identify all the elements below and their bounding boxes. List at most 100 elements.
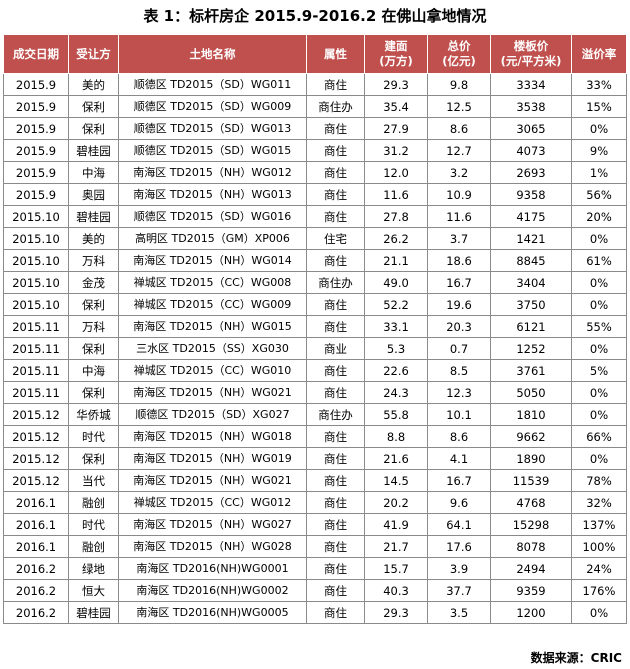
- buyer-cell: 碧桂园: [68, 601, 119, 624]
- table-row: 2015.10 万科 南海区 TD2015（NH）WG014 商住 21.1 18.6 88…: [3, 249, 627, 272]
- parcel-cell: 南海区 TD2015（NH）WG013: [118, 183, 307, 206]
- floor-price-cell: 2494: [490, 557, 572, 580]
- parcel-cell: 禅城区 TD2015（CC）WG008: [118, 271, 307, 294]
- parcel-cell: 顺德区 TD2015（SD）WG016: [118, 205, 307, 228]
- floor-price-cell: 1252: [490, 337, 572, 360]
- premium-cell: 0%: [571, 381, 627, 404]
- price-cell: 3.7: [427, 227, 491, 250]
- header-cell: 建面 (万方): [364, 34, 428, 74]
- area-cell: 49.0: [364, 271, 428, 294]
- floor-price-cell: 8845: [490, 249, 572, 272]
- area-cell: 21.1: [364, 249, 428, 272]
- date-cell: 2015.9: [3, 161, 69, 184]
- area-cell: 20.2: [364, 491, 428, 514]
- floor-price-cell: 9662: [490, 425, 572, 448]
- price-cell: 4.1: [427, 447, 491, 470]
- premium-cell: 0%: [571, 403, 627, 426]
- use-cell: 商住: [306, 249, 365, 272]
- price-cell: 8.6: [427, 425, 491, 448]
- table-row: 2015.9 美的 顺德区 TD2015（SD）WG011 商住 29.3 9.8 3334…: [3, 73, 627, 96]
- parcel-cell: 南海区 TD2015（NH）WG021: [118, 381, 307, 404]
- table-row: 2015.11 中海 禅城区 TD2015（CC）WG010 商住 22.6 8.5 376…: [3, 359, 627, 382]
- date-cell: 2015.10: [3, 271, 69, 294]
- buyer-cell: 保利: [68, 447, 119, 470]
- area-cell: 27.9: [364, 117, 428, 140]
- price-cell: 0.7: [427, 337, 491, 360]
- use-cell: 商住: [306, 315, 365, 338]
- use-cell: 住宅: [306, 227, 365, 250]
- date-cell: 2015.9: [3, 95, 69, 118]
- premium-cell: 9%: [571, 139, 627, 162]
- area-cell: 14.5: [364, 469, 428, 492]
- header-cell: 土地名称: [118, 34, 307, 74]
- premium-cell: 78%: [571, 469, 627, 492]
- parcel-cell: 禅城区 TD2015（CC）WG009: [118, 293, 307, 316]
- area-cell: 52.2: [364, 293, 428, 316]
- price-cell: 3.2: [427, 161, 491, 184]
- parcel-cell: 南海区 TD2015（NH）WG012: [118, 161, 307, 184]
- buyer-cell: 恒大: [68, 579, 119, 602]
- use-cell: 商住: [306, 579, 365, 602]
- header-cell: 总价 (亿元): [427, 34, 491, 74]
- table-row: 2015.9 中海 南海区 TD2015（NH）WG012 商住 12.0 3.2 2693…: [3, 161, 627, 184]
- buyer-cell: 保利: [68, 381, 119, 404]
- use-cell: 商住: [306, 183, 365, 206]
- table-row: 2015.11 保利 南海区 TD2015（NH）WG021 商住 24.3 12.3 50…: [3, 381, 627, 404]
- premium-cell: 0%: [571, 117, 627, 140]
- premium-cell: 0%: [571, 227, 627, 250]
- use-cell: 商住: [306, 161, 365, 184]
- parcel-cell: 南海区 TD2015（NH）WG021: [118, 469, 307, 492]
- date-cell: 2015.9: [3, 183, 69, 206]
- area-cell: 24.3: [364, 381, 428, 404]
- parcel-cell: 南海区 TD2016(NH)WG0002: [118, 579, 307, 602]
- floor-price-cell: 9358: [490, 183, 572, 206]
- premium-cell: 32%: [571, 491, 627, 514]
- table-row: 2015.12 当代 南海区 TD2015（NH）WG021 商住 14.5 16.7 11…: [3, 469, 627, 492]
- use-cell: 商住: [306, 491, 365, 514]
- price-cell: 11.6: [427, 205, 491, 228]
- table-body: 2015.9 美的 顺德区 TD2015（SD）WG011 商住 29.3 9.8 3334…: [3, 73, 627, 624]
- buyer-cell: 融创: [68, 535, 119, 558]
- floor-price-cell: 4768: [490, 491, 572, 514]
- floor-price-cell: 1421: [490, 227, 572, 250]
- table-row: 2015.10 美的 高明区 TD2015（GM）XP006 住宅 26.2 3.7 142…: [3, 227, 627, 250]
- floor-price-cell: 3404: [490, 271, 572, 294]
- premium-cell: 5%: [571, 359, 627, 382]
- area-cell: 21.6: [364, 447, 428, 470]
- buyer-cell: 保利: [68, 117, 119, 140]
- area-cell: 21.7: [364, 535, 428, 558]
- use-cell: 商住: [306, 359, 365, 382]
- parcel-cell: 禅城区 TD2015（CC）WG012: [118, 491, 307, 514]
- date-cell: 2015.9: [3, 139, 69, 162]
- use-cell: 商住: [306, 535, 365, 558]
- header-cell: 受让方: [68, 34, 119, 74]
- price-cell: 18.6: [427, 249, 491, 272]
- date-cell: 2016.2: [3, 579, 69, 602]
- premium-cell: 20%: [571, 205, 627, 228]
- parcel-cell: 南海区 TD2015（NH）WG019: [118, 447, 307, 470]
- premium-cell: 0%: [571, 293, 627, 316]
- date-cell: 2015.12: [3, 469, 69, 492]
- floor-price-cell: 4073: [490, 139, 572, 162]
- buyer-cell: 当代: [68, 469, 119, 492]
- floor-price-cell: 3065: [490, 117, 572, 140]
- use-cell: 商住: [306, 139, 365, 162]
- date-cell: 2015.12: [3, 447, 69, 470]
- price-cell: 37.7: [427, 579, 491, 602]
- date-cell: 2015.11: [3, 381, 69, 404]
- date-cell: 2015.11: [3, 315, 69, 338]
- header-row: 成交日期 受让方 土地名称 属性 建面 (万方) 总价 (亿元) 楼板价 (元/平方米…: [3, 34, 627, 74]
- table-row: 2015.10 金茂 禅城区 TD2015（CC）WG008 商住办 49.0 16.7 3…: [3, 271, 627, 294]
- table-row: 2015.12 时代 南海区 TD2015（NH）WG018 商住 8.8 8.6 9662…: [3, 425, 627, 448]
- parcel-cell: 南海区 TD2015（NH）WG015: [118, 315, 307, 338]
- buyer-cell: 融创: [68, 491, 119, 514]
- use-cell: 商住: [306, 469, 365, 492]
- price-cell: 64.1: [427, 513, 491, 536]
- area-cell: 12.0: [364, 161, 428, 184]
- floor-price-cell: 9359: [490, 579, 572, 602]
- price-cell: 8.5: [427, 359, 491, 382]
- use-cell: 商住: [306, 447, 365, 470]
- header-cell: 属性: [306, 34, 365, 74]
- date-cell: 2015.10: [3, 249, 69, 272]
- buyer-cell: 中海: [68, 359, 119, 382]
